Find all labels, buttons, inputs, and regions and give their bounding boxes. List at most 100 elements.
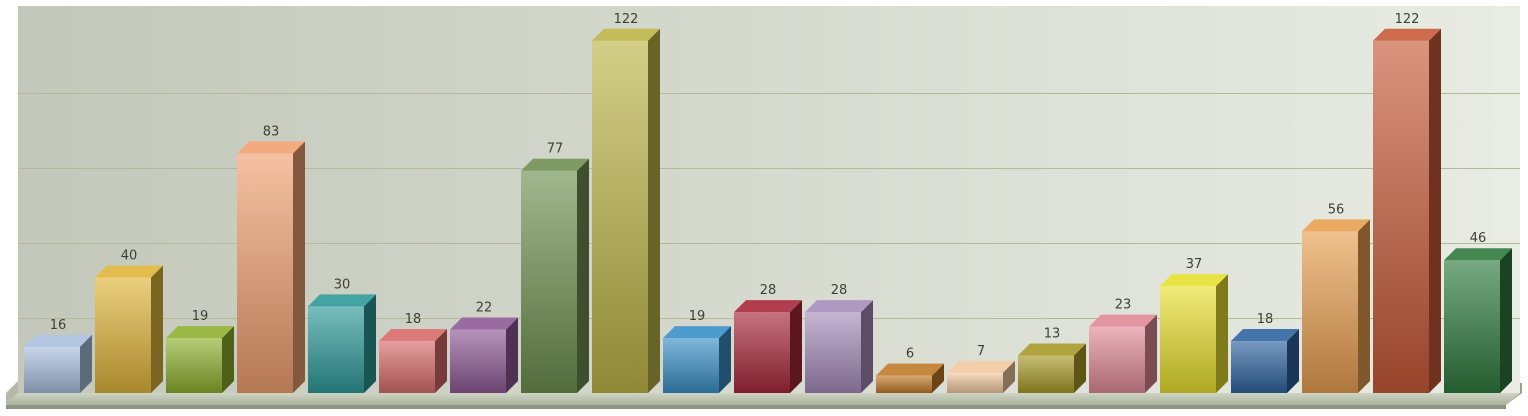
bar-front [1302,231,1358,393]
data-label: 13 [1044,326,1061,341]
bar [237,141,305,393]
bar-top [1373,28,1441,41]
data-label: 46 [1470,231,1487,246]
bar-top [1089,314,1157,327]
data-label: 18 [405,312,422,327]
bar-side [1500,248,1512,393]
bar-side [151,265,163,393]
bar-side [932,363,944,393]
bar-side [1287,329,1299,393]
bar-top [1231,329,1299,342]
floor-left-edge [6,381,18,405]
bar-side [1003,360,1015,393]
data-label: 19 [689,309,706,324]
bar-front [308,306,364,393]
bar-side [80,334,92,393]
bar [95,265,163,393]
bar-side [719,326,731,393]
bar-front [947,372,1003,393]
bar [1231,329,1299,393]
bar-front [734,312,790,393]
floor [6,393,1520,405]
bar-top [1444,248,1512,261]
data-label: 83 [263,124,280,139]
bar [592,28,660,393]
bar-top [95,265,163,278]
bar-front [805,312,861,393]
bar-side [1216,274,1228,393]
bar-front [663,338,719,393]
bar-top [450,317,518,330]
bar-top [166,326,234,339]
bar-top [379,329,447,342]
bar-front [450,329,506,393]
bar-top [876,363,944,376]
bar-side [364,294,376,393]
bar-top [308,294,376,307]
floor-front-edge [6,405,1506,409]
bar-front [379,341,435,393]
data-label: 16 [50,318,67,333]
bar [876,363,944,393]
bar [308,294,376,393]
bar-front [876,375,932,393]
data-label: 122 [1395,12,1420,27]
bar-top [1018,343,1086,356]
bar-top [521,158,589,171]
bar-side [577,158,589,393]
bar-side [435,329,447,393]
data-label: 28 [760,283,777,298]
data-label: 18 [1257,312,1274,327]
bar-top [24,334,92,347]
bar [1160,274,1228,393]
bar-front [1373,40,1429,393]
bar-side [790,300,802,393]
bar [379,329,447,393]
bar-front [166,338,222,393]
bar [947,360,1015,393]
bar-side [1358,219,1370,393]
bar-front [237,153,293,393]
bar-top [1160,274,1228,287]
data-label: 122 [614,12,639,27]
bar-top [237,141,305,154]
bar-side [222,326,234,393]
bar-front [1160,286,1216,393]
bar-top [1302,219,1370,232]
bar-front [95,277,151,393]
data-label: 37 [1186,257,1203,272]
data-label: 22 [476,300,493,315]
bar-side [1429,28,1441,393]
bar-top [805,300,873,313]
data-label: 6 [906,347,914,362]
bar-side [293,141,305,393]
bar-top [663,326,731,339]
bar [1373,28,1441,393]
bar-front [1444,260,1500,393]
bar [521,158,589,393]
bar-side [648,28,660,393]
bar-front [24,346,80,393]
bar-top [592,28,660,41]
bar [24,334,92,393]
data-label: 56 [1328,202,1345,217]
bar-side [506,317,518,393]
bar-front [1089,326,1145,393]
bar-top [734,300,802,313]
bar [166,326,234,393]
bar-front [1231,341,1287,393]
data-label: 28 [831,283,848,298]
bar-front [521,170,577,393]
bar [663,326,731,393]
bar [450,317,518,393]
data-label: 30 [334,277,351,292]
data-labels: 16 40 19 83 30 18 22 77 122 19 28 28 6 7 13 23 37 18 56 122… [50,12,1487,362]
bar [805,300,873,393]
floor-right-edge [1506,383,1522,405]
bar-front [1018,355,1074,393]
bar-side [861,300,873,393]
bar [1018,343,1086,393]
bar-side [1074,343,1086,393]
